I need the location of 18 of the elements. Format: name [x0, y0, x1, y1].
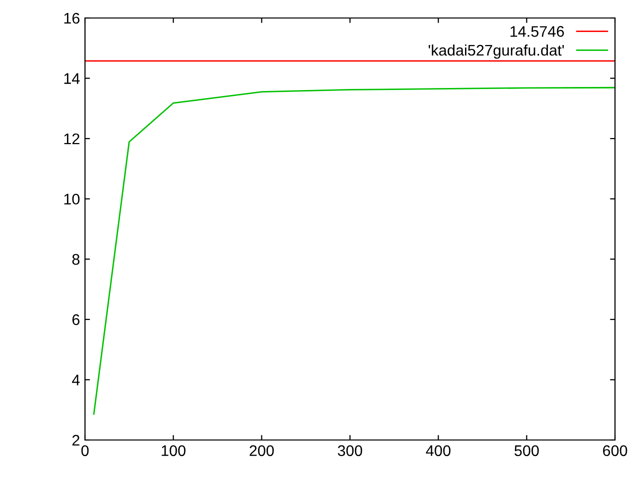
x-tick-label: 100	[162, 445, 186, 456]
x-tick-label: 200	[250, 445, 274, 456]
x-tick-label: 600	[603, 445, 628, 456]
x-tick-label: 300	[338, 445, 362, 456]
y-tick-label: 16	[64, 12, 80, 24]
y-tick-label: 2	[72, 434, 80, 446]
y-tick-label: 8	[72, 254, 80, 265]
x-tick-label: 500	[514, 445, 539, 456]
x-tick-label: 0	[81, 445, 89, 456]
y-tick-label: 4	[72, 374, 80, 386]
y-tick-label: 10	[64, 194, 80, 205]
y-tick-label: 6	[72, 314, 80, 326]
y-tick-label: 12	[64, 133, 80, 144]
line-series	[93, 86, 615, 415]
y-tick-label: 14	[64, 73, 80, 84]
x-tick-label: 400	[426, 445, 450, 456]
legend-label: 'kadai527gurafu.dat'	[428, 44, 564, 59]
legend-label: 14.5746	[510, 26, 564, 37]
